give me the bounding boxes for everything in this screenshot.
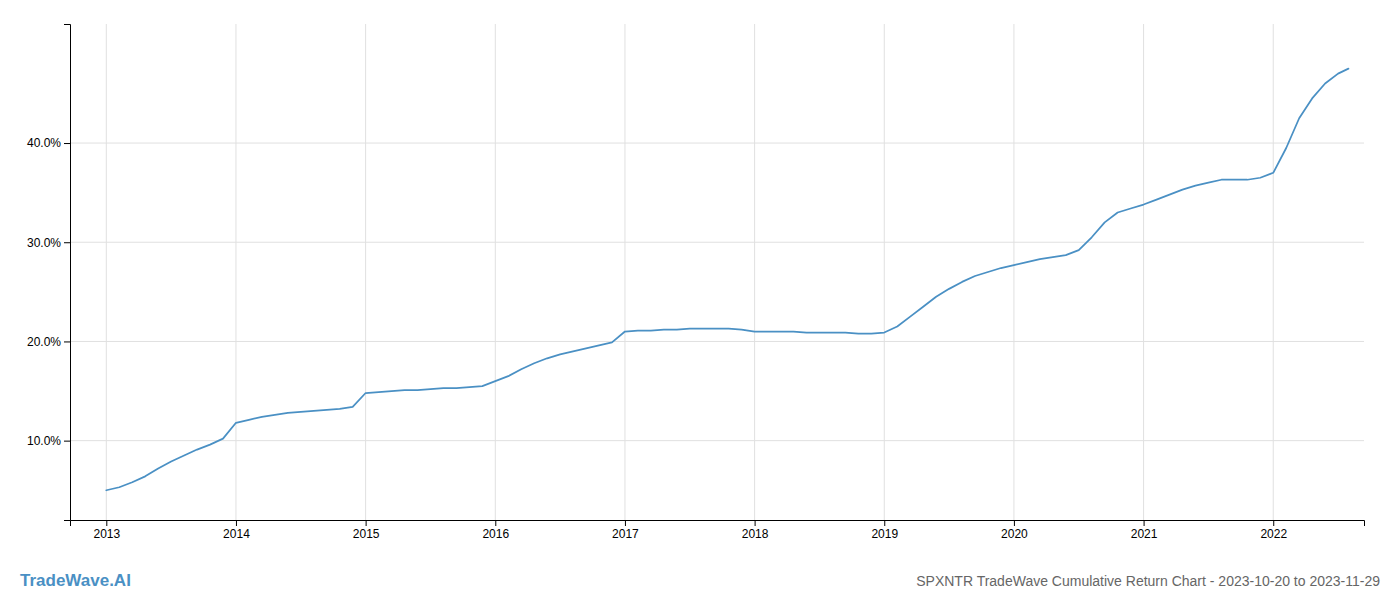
grid-line-y <box>70 440 1364 441</box>
tick-mark <box>236 520 237 526</box>
tick: 2015 <box>353 520 380 541</box>
grid-line-y <box>70 143 1364 144</box>
grid-line-x <box>624 24 625 520</box>
tick-mark <box>106 520 107 526</box>
tick: 40.0% <box>27 136 70 150</box>
tick-label: 2021 <box>1131 527 1158 541</box>
grid-line-x <box>754 24 755 520</box>
grid-line-x <box>1143 24 1144 520</box>
marks <box>106 69 1348 491</box>
tick: 2019 <box>871 520 898 541</box>
tick: 2017 <box>612 520 639 541</box>
tick-label: 2018 <box>742 527 769 541</box>
grid-line-y <box>70 242 1364 243</box>
tick-label: 2022 <box>1260 527 1287 541</box>
tick-label: 20.0% <box>27 335 61 349</box>
tick-mark <box>1144 520 1145 526</box>
tick-label: 10.0% <box>27 434 61 448</box>
tick: 30.0% <box>27 236 70 250</box>
tick: 2016 <box>482 520 509 541</box>
tick-mark <box>64 242 70 243</box>
tick-label: 2014 <box>223 527 250 541</box>
tick: 10.0% <box>27 434 70 448</box>
tick-mark <box>1273 520 1274 526</box>
chart: 2013 2014 2015 2016 2017 2018 2019 2020 2021 2022… <box>0 0 1400 600</box>
tick: 20.0% <box>27 335 70 349</box>
tick: 2013 <box>93 520 120 541</box>
tick: 2021 <box>1131 520 1158 541</box>
tick: 2022 <box>1260 520 1287 541</box>
tick-label: 2016 <box>482 527 509 541</box>
tick: 2014 <box>223 520 250 541</box>
grid-line-x <box>884 24 885 520</box>
grid-line-x <box>1013 24 1014 520</box>
tick-mark <box>1014 520 1015 526</box>
tick-label: 2017 <box>612 527 639 541</box>
tick-mark <box>495 520 496 526</box>
tick-mark <box>625 520 626 526</box>
tick-label: 30.0% <box>27 236 61 250</box>
grid-line-x <box>365 24 366 520</box>
axis-line <box>64 25 71 521</box>
title: SPXNTR TradeWave Cumulative Return Chart… <box>916 573 1380 589</box>
grid-line-x <box>235 24 236 520</box>
tick-mark <box>755 520 756 526</box>
tick-mark <box>884 520 885 526</box>
grid-line-x <box>1273 24 1274 520</box>
tick-mark <box>64 341 70 342</box>
grid-line-x <box>495 24 496 520</box>
grid <box>70 24 1364 520</box>
grid-line-y <box>70 341 1364 342</box>
tick: 2020 <box>1001 520 1028 541</box>
x-axis: 2013 2014 2015 2016 2017 2018 2019 2020 2021 2022 <box>71 520 1365 541</box>
tick-mark <box>366 520 367 526</box>
line <box>106 69 1348 491</box>
tick-label: 2013 <box>93 527 120 541</box>
tick: 2018 <box>742 520 769 541</box>
plot-area: 2013 2014 2015 2016 2017 2018 2019 2020 2021 2022… <box>27 24 1365 541</box>
grid-line-x <box>106 24 107 520</box>
watermark: TradeWave.AI <box>20 571 131 590</box>
tick-label: 2015 <box>353 527 380 541</box>
axis-line <box>71 521 1365 527</box>
tick-label: 40.0% <box>27 136 61 150</box>
tick-mark <box>64 143 70 144</box>
tick-label: 2019 <box>871 527 898 541</box>
y-axis: 10.0% 20.0% 30.0% 40.0% <box>27 25 71 521</box>
tick-mark <box>64 441 70 442</box>
tick-label: 2020 <box>1001 527 1028 541</box>
